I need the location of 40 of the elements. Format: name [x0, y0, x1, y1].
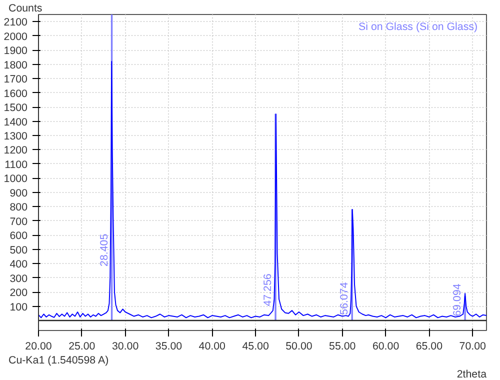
y-tick-label: 1500 — [4, 102, 28, 114]
x-tick-label: 20.00 — [25, 340, 52, 352]
y-tick-label: 700 — [10, 216, 28, 228]
annotation: 56.074 — [338, 282, 351, 315]
text: Cu-Ka1 (1.540598 A) — [8, 354, 109, 366]
y-tick-label: 1700 — [4, 74, 28, 86]
x-tick-label: 50.00 — [286, 340, 312, 352]
x-tick-label: 60.00 — [372, 340, 400, 352]
y-tick-label: 800 — [10, 202, 28, 214]
y-tick-label: 1100 — [4, 158, 28, 171]
x-tick-label: 30.00 — [112, 340, 139, 352]
x-tick-label: 70.00 — [459, 340, 486, 352]
x-tick-label: 45.00 — [242, 340, 269, 352]
y-tick-label: 1200 — [4, 144, 28, 157]
y-tick-label: 300 — [10, 272, 28, 285]
annotation: 28.405 — [98, 234, 110, 266]
annotation: 69.094 — [452, 284, 464, 316]
y-tick-label: 2000 — [4, 30, 28, 43]
x-tick-label: 25.00 — [68, 340, 96, 352]
x-tick-label: 65.00 — [416, 340, 443, 352]
x-axis-title: 2theta — [456, 368, 487, 380]
y-tick-label: 900 — [10, 187, 28, 200]
y-tick-label: 200 — [10, 287, 28, 300]
y-tick-label: 1400 — [4, 116, 28, 128]
y-tick-label: 1800 — [4, 59, 28, 72]
annotation: 47.256 — [262, 274, 274, 306]
text: Si on Glass (Si on Glass) — [358, 20, 478, 33]
y-tick-label: 600 — [10, 230, 28, 242]
y-tick-label: 1300 — [4, 130, 28, 142]
y-tick-label: 500 — [10, 244, 28, 256]
y-axis-title: Counts — [8, 2, 42, 14]
y-tick-label: 2100 — [4, 16, 28, 29]
x-tick-label: 55.00 — [329, 340, 356, 352]
y-tick-label: 1000 — [4, 173, 28, 186]
x-tick-label: 35.00 — [155, 340, 182, 352]
y-tick-label: 100 — [10, 301, 28, 314]
x-tick-label: 40.00 — [198, 340, 226, 352]
y-tick-label: 1600 — [4, 88, 28, 100]
y-tick-label: 400 — [10, 258, 28, 271]
y-tick-label: 1900 — [4, 45, 28, 58]
